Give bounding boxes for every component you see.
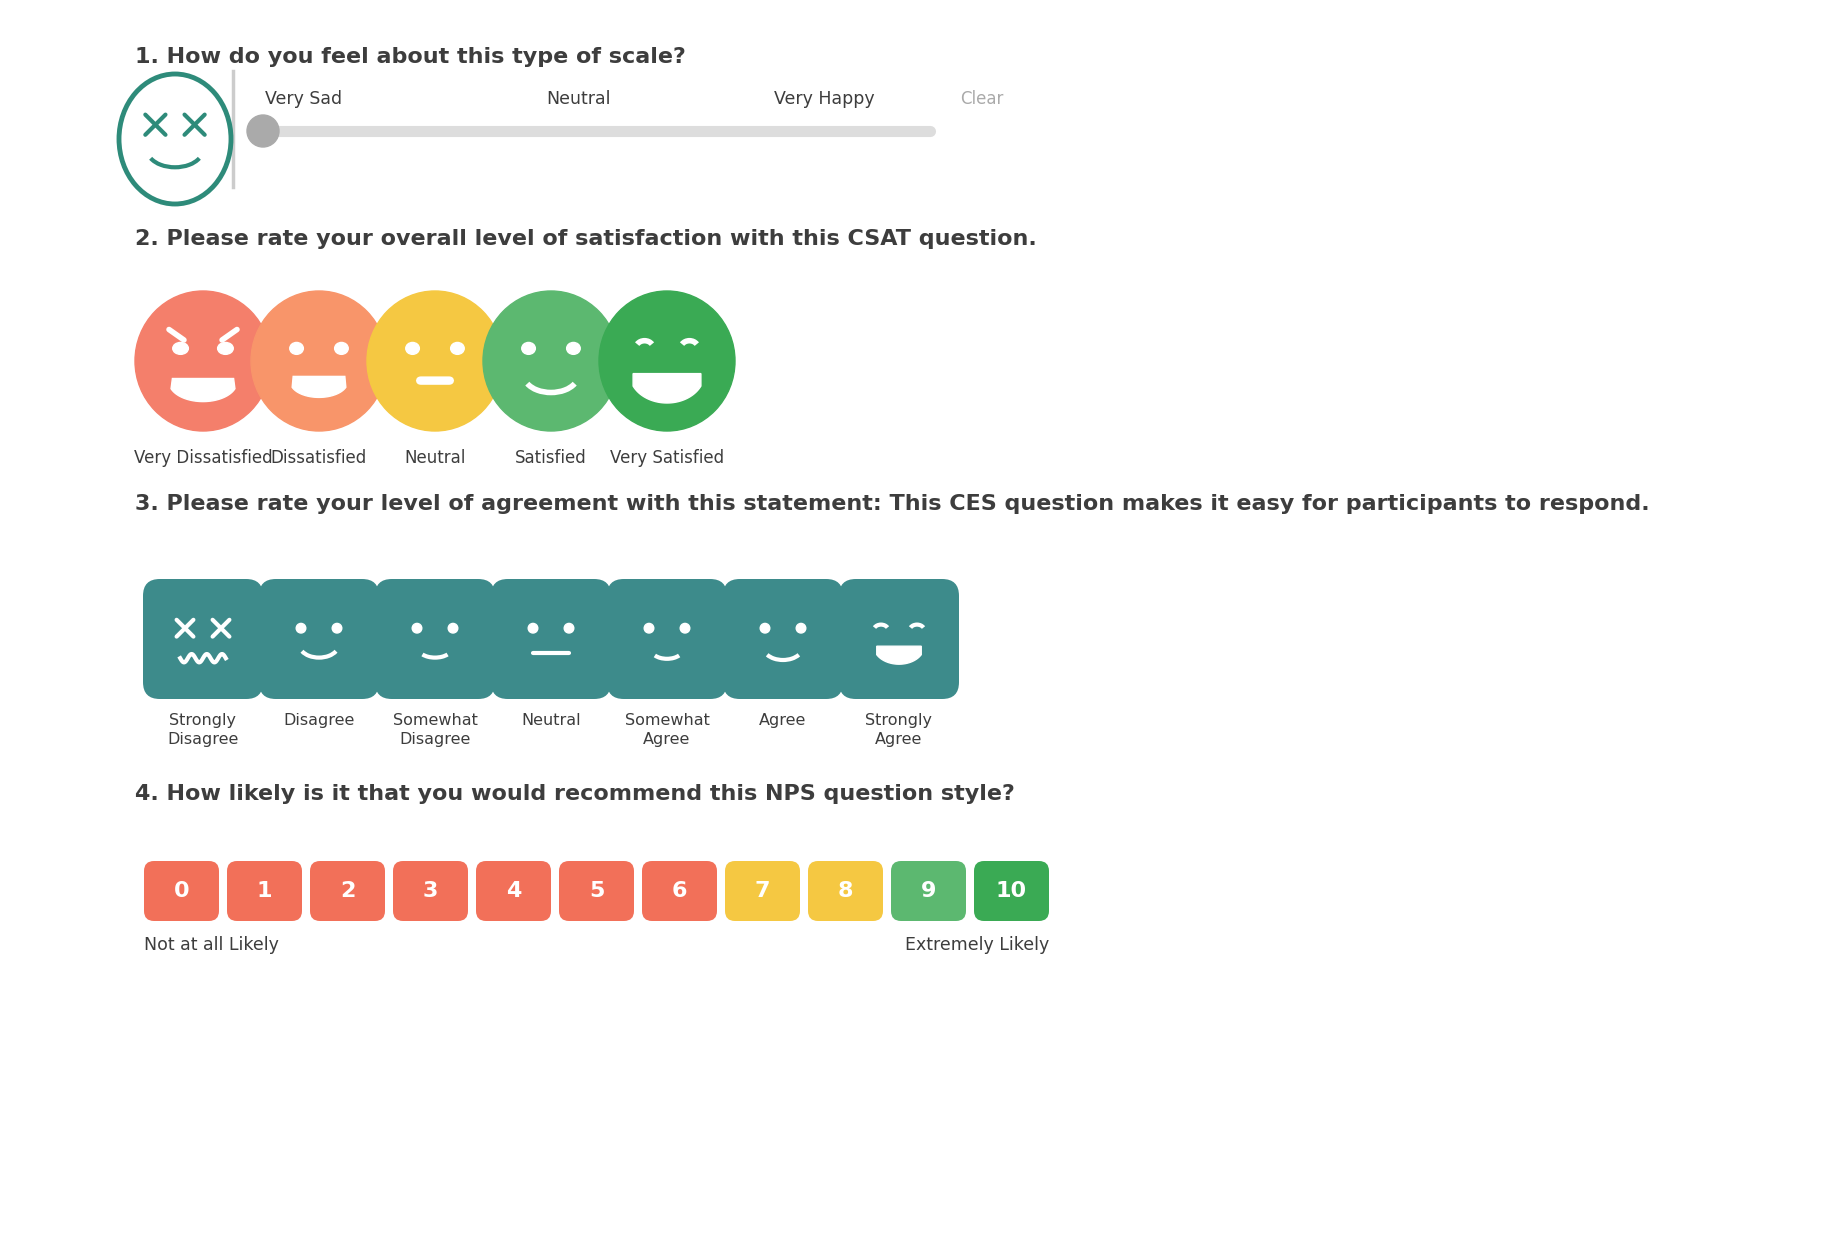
- FancyBboxPatch shape: [559, 861, 634, 921]
- Text: 1: 1: [256, 881, 272, 901]
- Text: Somewhat
Agree: Somewhat Agree: [625, 712, 709, 747]
- Text: Neutral: Neutral: [521, 712, 581, 729]
- Text: Strongly
Agree: Strongly Agree: [865, 712, 932, 747]
- Text: 2: 2: [340, 881, 355, 901]
- Ellipse shape: [335, 342, 349, 354]
- FancyBboxPatch shape: [143, 579, 263, 699]
- FancyBboxPatch shape: [475, 861, 550, 921]
- Circle shape: [760, 623, 770, 633]
- FancyBboxPatch shape: [642, 861, 717, 921]
- Text: Very Satisfied: Very Satisfied: [611, 449, 724, 467]
- Text: 8: 8: [837, 881, 854, 901]
- Circle shape: [247, 115, 280, 147]
- Ellipse shape: [521, 342, 536, 354]
- Circle shape: [565, 623, 574, 633]
- Circle shape: [296, 623, 305, 633]
- Ellipse shape: [218, 342, 234, 354]
- FancyBboxPatch shape: [492, 579, 611, 699]
- FancyBboxPatch shape: [144, 861, 219, 921]
- Text: Clear: Clear: [960, 90, 1004, 108]
- Circle shape: [680, 623, 689, 633]
- Circle shape: [643, 623, 654, 633]
- Ellipse shape: [452, 342, 464, 354]
- FancyBboxPatch shape: [417, 377, 453, 385]
- Text: Strongly
Disagree: Strongly Disagree: [168, 712, 239, 747]
- Text: Neutral: Neutral: [547, 90, 611, 108]
- FancyBboxPatch shape: [393, 861, 468, 921]
- FancyBboxPatch shape: [607, 579, 728, 699]
- Text: Somewhat
Disagree: Somewhat Disagree: [393, 712, 477, 747]
- Text: Extremely Likely: Extremely Likely: [905, 935, 1049, 954]
- Ellipse shape: [483, 291, 620, 431]
- Polygon shape: [292, 377, 345, 398]
- Ellipse shape: [250, 291, 388, 431]
- FancyBboxPatch shape: [890, 861, 965, 921]
- FancyBboxPatch shape: [726, 861, 801, 921]
- FancyBboxPatch shape: [260, 579, 378, 699]
- Text: Dissatisfied: Dissatisfied: [271, 449, 367, 467]
- Text: Satisfied: Satisfied: [515, 449, 587, 467]
- Ellipse shape: [172, 342, 188, 354]
- Ellipse shape: [291, 342, 303, 354]
- Ellipse shape: [406, 342, 419, 354]
- Circle shape: [448, 623, 457, 633]
- FancyBboxPatch shape: [974, 861, 1049, 921]
- Polygon shape: [877, 647, 921, 664]
- Text: 1. How do you feel about this type of scale?: 1. How do you feel about this type of sc…: [135, 47, 686, 67]
- Text: Very Dissatisfied: Very Dissatisfied: [133, 449, 272, 467]
- Circle shape: [333, 623, 342, 633]
- Text: 5: 5: [589, 881, 605, 901]
- Text: 9: 9: [921, 881, 936, 901]
- Text: 3: 3: [422, 881, 439, 901]
- Text: 7: 7: [755, 881, 770, 901]
- Ellipse shape: [135, 291, 271, 431]
- FancyBboxPatch shape: [724, 579, 843, 699]
- Text: Not at all Likely: Not at all Likely: [144, 935, 280, 954]
- FancyBboxPatch shape: [839, 579, 960, 699]
- Circle shape: [411, 623, 422, 633]
- Text: Very Happy: Very Happy: [775, 90, 876, 108]
- Ellipse shape: [367, 291, 503, 431]
- Circle shape: [528, 623, 537, 633]
- Ellipse shape: [600, 291, 735, 431]
- Polygon shape: [172, 378, 236, 401]
- FancyBboxPatch shape: [808, 861, 883, 921]
- FancyBboxPatch shape: [375, 579, 495, 699]
- FancyBboxPatch shape: [227, 861, 302, 921]
- Text: Agree: Agree: [759, 712, 806, 729]
- Polygon shape: [632, 374, 700, 403]
- Circle shape: [797, 623, 806, 633]
- FancyBboxPatch shape: [311, 861, 386, 921]
- Text: 3. Please rate your level of agreement with this statement: This CES question ma: 3. Please rate your level of agreement w…: [135, 494, 1649, 514]
- Text: 0: 0: [174, 881, 190, 901]
- Text: Very Sad: Very Sad: [265, 90, 342, 108]
- Text: 6: 6: [671, 881, 687, 901]
- Text: Neutral: Neutral: [404, 449, 466, 467]
- Text: 2. Please rate your overall level of satisfaction with this CSAT question.: 2. Please rate your overall level of sat…: [135, 229, 1036, 249]
- Text: 4: 4: [506, 881, 521, 901]
- Ellipse shape: [567, 342, 579, 354]
- Text: Disagree: Disagree: [283, 712, 355, 729]
- Text: 10: 10: [996, 881, 1027, 901]
- Text: 4. How likely is it that you would recommend this NPS question style?: 4. How likely is it that you would recom…: [135, 784, 1015, 804]
